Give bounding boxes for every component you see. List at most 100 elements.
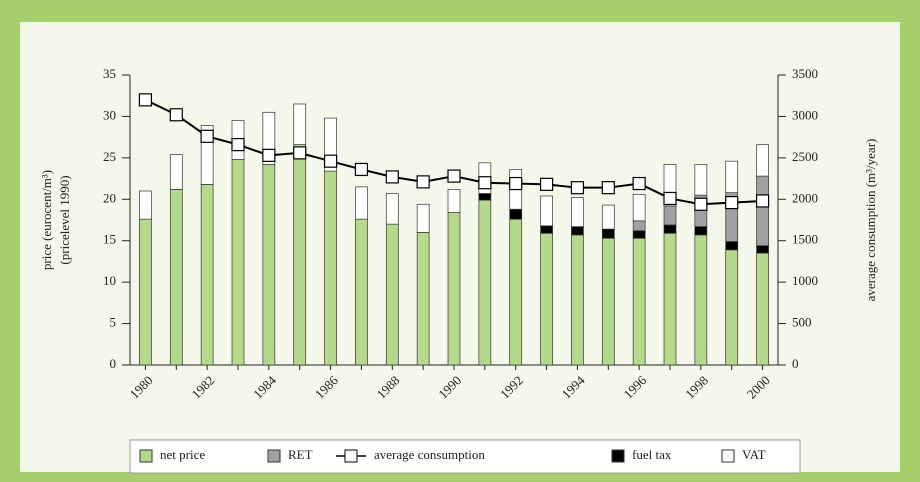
- bar-segment: [231, 159, 245, 366]
- consumption-marker: [509, 176, 523, 191]
- consumption-marker: [231, 138, 245, 152]
- y2-tick-label: 2000: [792, 190, 818, 205]
- consumption-marker: [755, 194, 770, 208]
- consumption-marker: [293, 146, 307, 160]
- bar-segment: [694, 234, 708, 366]
- legend-swatch: [721, 449, 735, 463]
- bar-segment: [540, 232, 553, 366]
- bar-segment: [509, 208, 523, 220]
- bar-segment: [663, 224, 677, 234]
- bar-segment: [416, 232, 430, 366]
- consumption-marker: [447, 169, 461, 183]
- bar-segment: [169, 154, 183, 190]
- bar-segment: [571, 226, 584, 236]
- consumption-marker: [138, 93, 153, 107]
- consumption-marker: [416, 175, 430, 189]
- bar-segment: [416, 203, 430, 233]
- bar-segment: [725, 249, 739, 366]
- y2-tick-label: 1000: [792, 273, 818, 288]
- legend-swatch: [139, 449, 153, 463]
- consumption-marker: [632, 176, 646, 191]
- consumption-marker: [694, 197, 708, 211]
- consumption-marker: [539, 177, 554, 191]
- legend-swatch: [611, 449, 625, 463]
- bar-segment: [601, 237, 615, 366]
- bar-segment: [262, 164, 276, 366]
- bar-segment: [571, 197, 584, 227]
- bar-segment: [632, 193, 646, 222]
- consumption-marker: [570, 181, 585, 195]
- y-axis-title: (pricelevel 1990): [57, 175, 72, 264]
- bar-segment: [385, 193, 399, 225]
- bar-segment: [756, 245, 769, 254]
- y2-axis-title: average consumption (m³/year): [863, 139, 878, 302]
- y-tick-label: 30: [103, 107, 116, 122]
- consumption-marker: [200, 129, 214, 143]
- bar-segment: [355, 218, 368, 366]
- legend-label: VAT: [742, 447, 766, 462]
- bar-segment: [632, 237, 646, 366]
- bar-segment: [540, 195, 553, 227]
- y-axis-title: price (eurocent/m³): [39, 170, 54, 270]
- consumption-marker: [601, 181, 615, 195]
- bar-segment: [200, 184, 214, 366]
- bar-segment: [756, 175, 769, 247]
- legend-label: net price: [160, 447, 205, 462]
- y2-tick-label: 2500: [792, 149, 818, 164]
- y2-tick-label: 500: [792, 315, 812, 330]
- bar-segment: [509, 218, 523, 366]
- y-tick-label: 5: [110, 315, 117, 330]
- consumption-marker: [323, 154, 338, 168]
- consumption-marker: [725, 196, 739, 210]
- y2-tick-label: 3000: [792, 107, 818, 122]
- y-tick-label: 0: [110, 356, 117, 371]
- bar-segment: [725, 160, 739, 194]
- bar-segment: [694, 164, 708, 196]
- bar-segment: [324, 170, 337, 366]
- bar-segment: [632, 220, 646, 232]
- bar-segment: [447, 212, 461, 366]
- bar-segment: [694, 226, 708, 236]
- bar-segment: [293, 144, 307, 366]
- bar-segment: [663, 232, 677, 366]
- y-tick-label: 15: [103, 232, 116, 247]
- consumption-marker: [262, 148, 276, 162]
- consumption-marker: [478, 176, 492, 190]
- legend-swatch: [344, 449, 358, 463]
- consumption-marker: [169, 108, 183, 122]
- consumption-marker: [385, 170, 399, 184]
- y2-tick-label: 1500: [792, 232, 818, 247]
- bar-segment: [632, 230, 646, 239]
- bar-segment: [725, 241, 739, 251]
- y-tick-label: 25: [103, 149, 116, 164]
- bar-segment: [601, 204, 615, 230]
- consumption-marker: [663, 191, 677, 206]
- y-tick-label: 35: [103, 66, 116, 81]
- bar-segment: [571, 234, 584, 366]
- bar-segment: [355, 186, 368, 220]
- bar-segment: [663, 205, 677, 226]
- legend-label: average consumption: [374, 447, 485, 462]
- bar-segment: [169, 188, 183, 366]
- bar-segment: [447, 188, 461, 213]
- bar-segment: [756, 144, 769, 177]
- legend-label: fuel tax: [632, 447, 672, 462]
- y2-tick-label: 0: [792, 356, 799, 371]
- bar-segment: [756, 252, 769, 366]
- bar-segment: [385, 223, 399, 366]
- bar-segment: [601, 228, 615, 239]
- y-tick-label: 10: [103, 273, 116, 288]
- bar-segment: [540, 225, 553, 234]
- y-tick-label: 20: [103, 190, 116, 205]
- bar-segment: [139, 190, 152, 220]
- bar-segment: [478, 193, 492, 201]
- bar-segment: [478, 199, 492, 366]
- legend-swatch: [267, 449, 281, 463]
- y2-tick-label: 3500: [792, 66, 818, 81]
- legend-box: [129, 439, 801, 474]
- bar-segment: [139, 218, 152, 366]
- bar-segment: [293, 103, 307, 145]
- legend-label: RET: [288, 447, 313, 462]
